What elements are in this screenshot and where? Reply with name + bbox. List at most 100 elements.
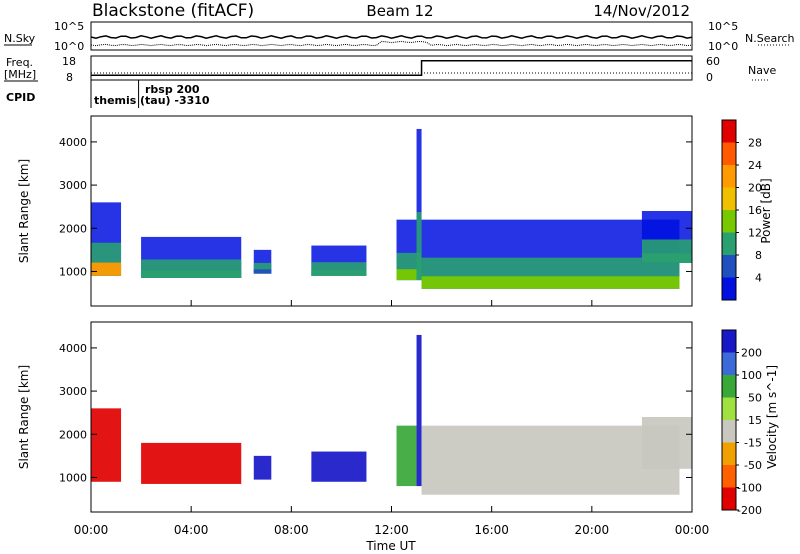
colorbar-tick-label: 12 <box>748 227 762 240</box>
velocity-y-ticks: 1000 2000 3000 4000 <box>59 342 692 484</box>
colorbar-swatch <box>722 487 736 510</box>
power-echo-core <box>396 269 417 281</box>
colorbar-tick-label: 15 <box>748 414 762 427</box>
colorbar-swatch <box>722 330 736 353</box>
colorbar-tick-label: 4 <box>755 272 762 285</box>
velocity-colorbar-label: Velocity [m s^-1] <box>765 365 779 469</box>
cpid-label: CPID <box>6 91 35 104</box>
velocity-echo-region <box>421 425 680 495</box>
colorbar-tick-label: -15 <box>744 437 762 450</box>
frequency-trace <box>91 60 692 76</box>
colorbar-tick-label: 50 <box>748 392 762 405</box>
x-tick-label: 00:00 <box>675 523 710 537</box>
noise-sky-trace <box>90 35 693 39</box>
colorbar-swatch <box>722 375 736 398</box>
nave-ytick-bottom: 0 <box>706 71 713 84</box>
y-tick-label: 4000 <box>59 342 87 355</box>
velocity-echo-region <box>253 455 272 480</box>
colorbar-tick-label: 16 <box>748 204 762 217</box>
colorbar-swatch <box>722 187 736 210</box>
colorbar-tick-label: -200 <box>737 504 762 517</box>
power-echo-core <box>253 269 272 274</box>
y-tick-label: 3000 <box>59 385 87 398</box>
station-title: Blackstone (fitACF) <box>92 1 254 21</box>
power-colorbar: 28 24 20 16 12 8 4 <box>721 119 762 301</box>
y-tick-label: 4000 <box>59 136 87 149</box>
noise-ytick-bottom: 10^0 <box>54 40 84 53</box>
colorbar-swatch <box>722 352 736 375</box>
power-echo-mid <box>253 262 272 274</box>
colorbar-swatch <box>722 277 736 300</box>
freq-ytick-bottom: 8 <box>66 71 73 84</box>
x-tick-label: 16:00 <box>474 523 509 537</box>
velocity-ylabel: Slant Range [km] <box>17 365 31 469</box>
power-echo-core <box>91 262 122 276</box>
colorbar-tick-label: -100 <box>737 482 762 495</box>
y-tick-label: 2000 <box>59 222 87 235</box>
x-tick-label: 00:00 <box>74 523 109 537</box>
power-ylabel: Slant Range [km] <box>17 159 31 263</box>
date-title: 14/Nov/2012 <box>593 2 690 20</box>
colorbar-tick-label: 100 <box>741 369 762 382</box>
colorbar-tick-label: -50 <box>744 459 762 472</box>
x-tick-label: 08:00 <box>274 523 309 537</box>
y-tick-label: 3000 <box>59 179 87 192</box>
colorbar-swatch <box>722 210 736 233</box>
velocity-echo-region <box>141 442 242 484</box>
noise-ytick-top: 10^5 <box>54 20 84 33</box>
noise-search-trace <box>90 40 693 47</box>
power-echo-core <box>641 253 692 263</box>
velocity-colorbar: 200 100 50 15 -15 -50 -100 -200 <box>721 329 762 517</box>
velocity-echo-region <box>91 408 122 482</box>
nave-label: Nave <box>748 64 776 77</box>
noise-panel-frame <box>90 21 693 51</box>
colorbar-swatch <box>722 120 736 143</box>
colorbar-tick-label: 28 <box>748 137 762 150</box>
colorbar-swatch <box>722 397 736 420</box>
noise-ytick-bottom-right: 10^0 <box>708 40 738 53</box>
colorbar-swatch <box>722 232 736 255</box>
colorbar-tick-label: 200 <box>741 347 762 360</box>
y-tick-label: 1000 <box>59 265 87 278</box>
colorbar-tick-label: 8 <box>755 249 762 262</box>
y-tick-label: 1000 <box>59 471 87 484</box>
freq-label-line2: [MHz] <box>4 68 36 81</box>
colorbar-tick-label: 20 <box>748 182 762 195</box>
freq-panel-frame <box>90 55 693 81</box>
cpid-themis: themis <box>94 94 137 107</box>
velocity-echo-region <box>641 417 692 469</box>
x-axis-ticks: 00:00 04:00 08:00 12:00 16:00 20:00 00:00 <box>74 300 710 537</box>
velocity-echo-layer <box>91 334 692 495</box>
colorbar-swatch <box>722 420 736 443</box>
colorbar-swatch <box>722 255 736 278</box>
cpid-rbsp-line2: (tau) -3310 <box>140 94 210 107</box>
x-tick-label: 04:00 <box>174 523 209 537</box>
freq-label-line1: Freq. <box>6 56 33 69</box>
noise-left-label: N.Sky <box>4 32 36 45</box>
power-colorbar-label: Power [dB] <box>759 178 773 243</box>
power-echo-layer <box>91 128 692 289</box>
noise-ytick-top-right: 10^5 <box>708 20 738 33</box>
noise-right-label: N.Search <box>745 32 795 45</box>
nave-ytick-top: 60 <box>706 55 720 68</box>
cpid-rbsp-line1: rbsp 200 <box>145 83 200 96</box>
power-echo-halo <box>416 128 422 281</box>
beam-title: Beam 12 <box>366 2 433 20</box>
colorbar-swatch <box>722 142 736 165</box>
power-echo-core <box>421 276 680 289</box>
power-echo-core <box>416 252 422 281</box>
colorbar-swatch <box>722 442 736 465</box>
colorbar-tick-label: 24 <box>748 159 762 172</box>
power-y-ticks: 1000 2000 3000 4000 <box>59 136 692 278</box>
velocity-echo-region <box>416 334 422 487</box>
x-tick-label: 20:00 <box>575 523 610 537</box>
x-axis-label: Time UT <box>365 539 416 553</box>
colorbar-swatch <box>722 165 736 188</box>
colorbar-swatch <box>722 465 736 488</box>
y-tick-label: 2000 <box>59 428 87 441</box>
velocity-echo-region <box>311 451 367 482</box>
freq-ytick-top: 18 <box>62 55 76 68</box>
velocity-echo-region <box>396 425 417 487</box>
power-echo-core <box>311 270 367 276</box>
